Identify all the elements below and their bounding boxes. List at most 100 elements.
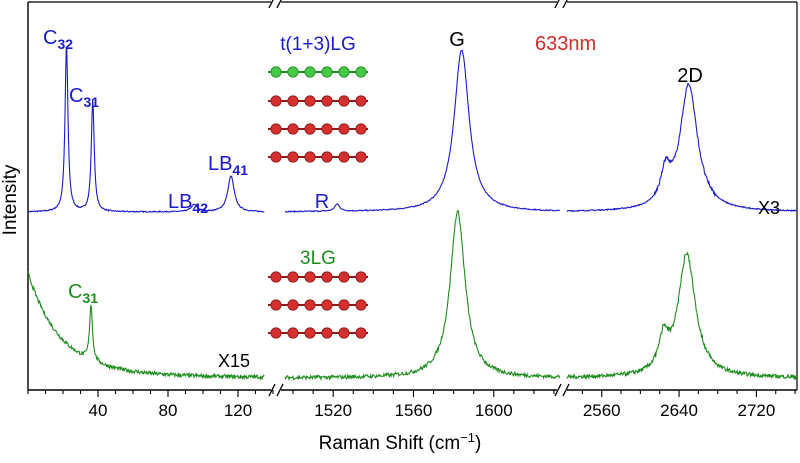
series-name-bottom: 3LG [300, 248, 336, 269]
twisted-layer-atom [304, 66, 316, 78]
peak-label-subscript: 31 [83, 94, 99, 110]
peak-label: G [449, 29, 465, 51]
x-axis-label-end: ) [475, 433, 481, 454]
break-1-gap-1 [271, 386, 281, 394]
spectrum-top-low [27, 47, 265, 214]
twisted-layer-atom [321, 66, 333, 78]
break-2-slash-b-0 [562, 0, 568, 9]
scale-factor-bottom: X15 [218, 351, 250, 371]
break-1-slash-b-0 [276, 0, 282, 9]
break-1-gap-0 [271, 0, 281, 6]
layer-atom [270, 271, 282, 283]
layer-atom [355, 327, 367, 339]
peak-label-main: LB [208, 153, 232, 175]
layer-atom [287, 123, 299, 135]
layer-atom [270, 327, 282, 339]
peak-label-subscript: 32 [57, 36, 73, 52]
layer-atom [321, 123, 333, 135]
break-2-slash-b-1 [562, 383, 570, 397]
break-2-slash-a-1 [554, 383, 562, 397]
spectrum-top-high [566, 82, 798, 213]
peak-label-main: C [68, 281, 82, 303]
twisted-layer-atom [338, 66, 350, 78]
layer-atom [321, 299, 333, 311]
break-1-slash-b-1 [276, 383, 284, 397]
scale-factor-top: X3 [758, 198, 780, 218]
x-axis-label-main: Raman Shift (cm [319, 433, 460, 454]
layer-atom [287, 271, 299, 283]
twisted-layer-atom [355, 66, 367, 78]
tick-label: 1560 [395, 401, 433, 420]
layer-atom [338, 123, 350, 135]
break-1-slash-a-1 [268, 383, 276, 397]
peak-label: 2D [677, 65, 703, 87]
peak-label-main: C [69, 85, 83, 107]
peak-label-main: G [449, 29, 465, 51]
peak-label: LB41 [208, 153, 248, 178]
break-2-gap-0 [557, 0, 567, 6]
peak-label-main: R [315, 191, 329, 213]
layer-atom [338, 327, 350, 339]
peak-label: C31 [69, 85, 99, 110]
layer-atom [355, 123, 367, 135]
layer-atom [338, 151, 350, 163]
layer-atom [287, 95, 299, 107]
tick-label: 2720 [737, 401, 775, 420]
peak-label: LB42 [168, 191, 208, 216]
layer-atom [287, 151, 299, 163]
tick-label: 1600 [475, 401, 513, 420]
layer-atom [338, 299, 350, 311]
spectrum-bottom-high [566, 251, 798, 381]
layer-atom [321, 327, 333, 339]
layer-atom [355, 95, 367, 107]
peak-label-main: 2D [677, 65, 703, 87]
peak-label-main: LB [168, 191, 192, 213]
x-axis-label: Raman Shift (cm−1) [319, 430, 482, 454]
tick-label: 120 [224, 401, 252, 420]
layer-atom [321, 271, 333, 283]
layer-atom [321, 151, 333, 163]
peak-label: C31 [68, 281, 98, 306]
peak-label: R [315, 191, 329, 213]
peak-label-subscript: 42 [192, 200, 208, 216]
layer-atom [304, 123, 316, 135]
spectrum-bottom-low [27, 271, 265, 381]
spectrum-top-mid [284, 49, 561, 213]
layer-atom [270, 123, 282, 135]
x-axis-label-sup: −1 [460, 430, 475, 445]
x-axis-ticks: 40 80 120 1520 1560 1600 2560 2640 2720 [27, 390, 796, 420]
layer-atom [270, 95, 282, 107]
layer-atom [355, 271, 367, 283]
layer-atom [304, 271, 316, 283]
twisted-layer-atom [270, 66, 282, 78]
spectrum-bottom-mid [284, 209, 561, 382]
layer-atom [338, 95, 350, 107]
layer-atom [321, 95, 333, 107]
layer-atom [338, 271, 350, 283]
layer-atom [304, 95, 316, 107]
layer-atom [304, 299, 316, 311]
tick-label: 2640 [660, 401, 698, 420]
spectra-lines [27, 47, 798, 382]
layer-structure-illustrations [268, 66, 368, 339]
peak-label-subscript: 41 [232, 162, 248, 178]
tick-label: 80 [159, 401, 178, 420]
layer-atom [355, 299, 367, 311]
break-2-slash-a-0 [554, 0, 560, 9]
layer-atom [304, 327, 316, 339]
series-name-top: t(1+3)LG [280, 34, 356, 55]
layer-atom [287, 327, 299, 339]
layer-atom [270, 299, 282, 311]
peak-label-main: C [43, 27, 57, 49]
layer-atom [287, 299, 299, 311]
y-axis-label: Intensity [0, 164, 21, 235]
axes-frame [27, 0, 798, 397]
twisted-layer-atom [287, 66, 299, 78]
wavelength-label: 633nm [535, 33, 596, 55]
peak-label-subscript: 31 [82, 290, 98, 306]
layer-atom [304, 151, 316, 163]
tick-label: 40 [89, 401, 108, 420]
break-2-gap-1 [557, 386, 567, 394]
